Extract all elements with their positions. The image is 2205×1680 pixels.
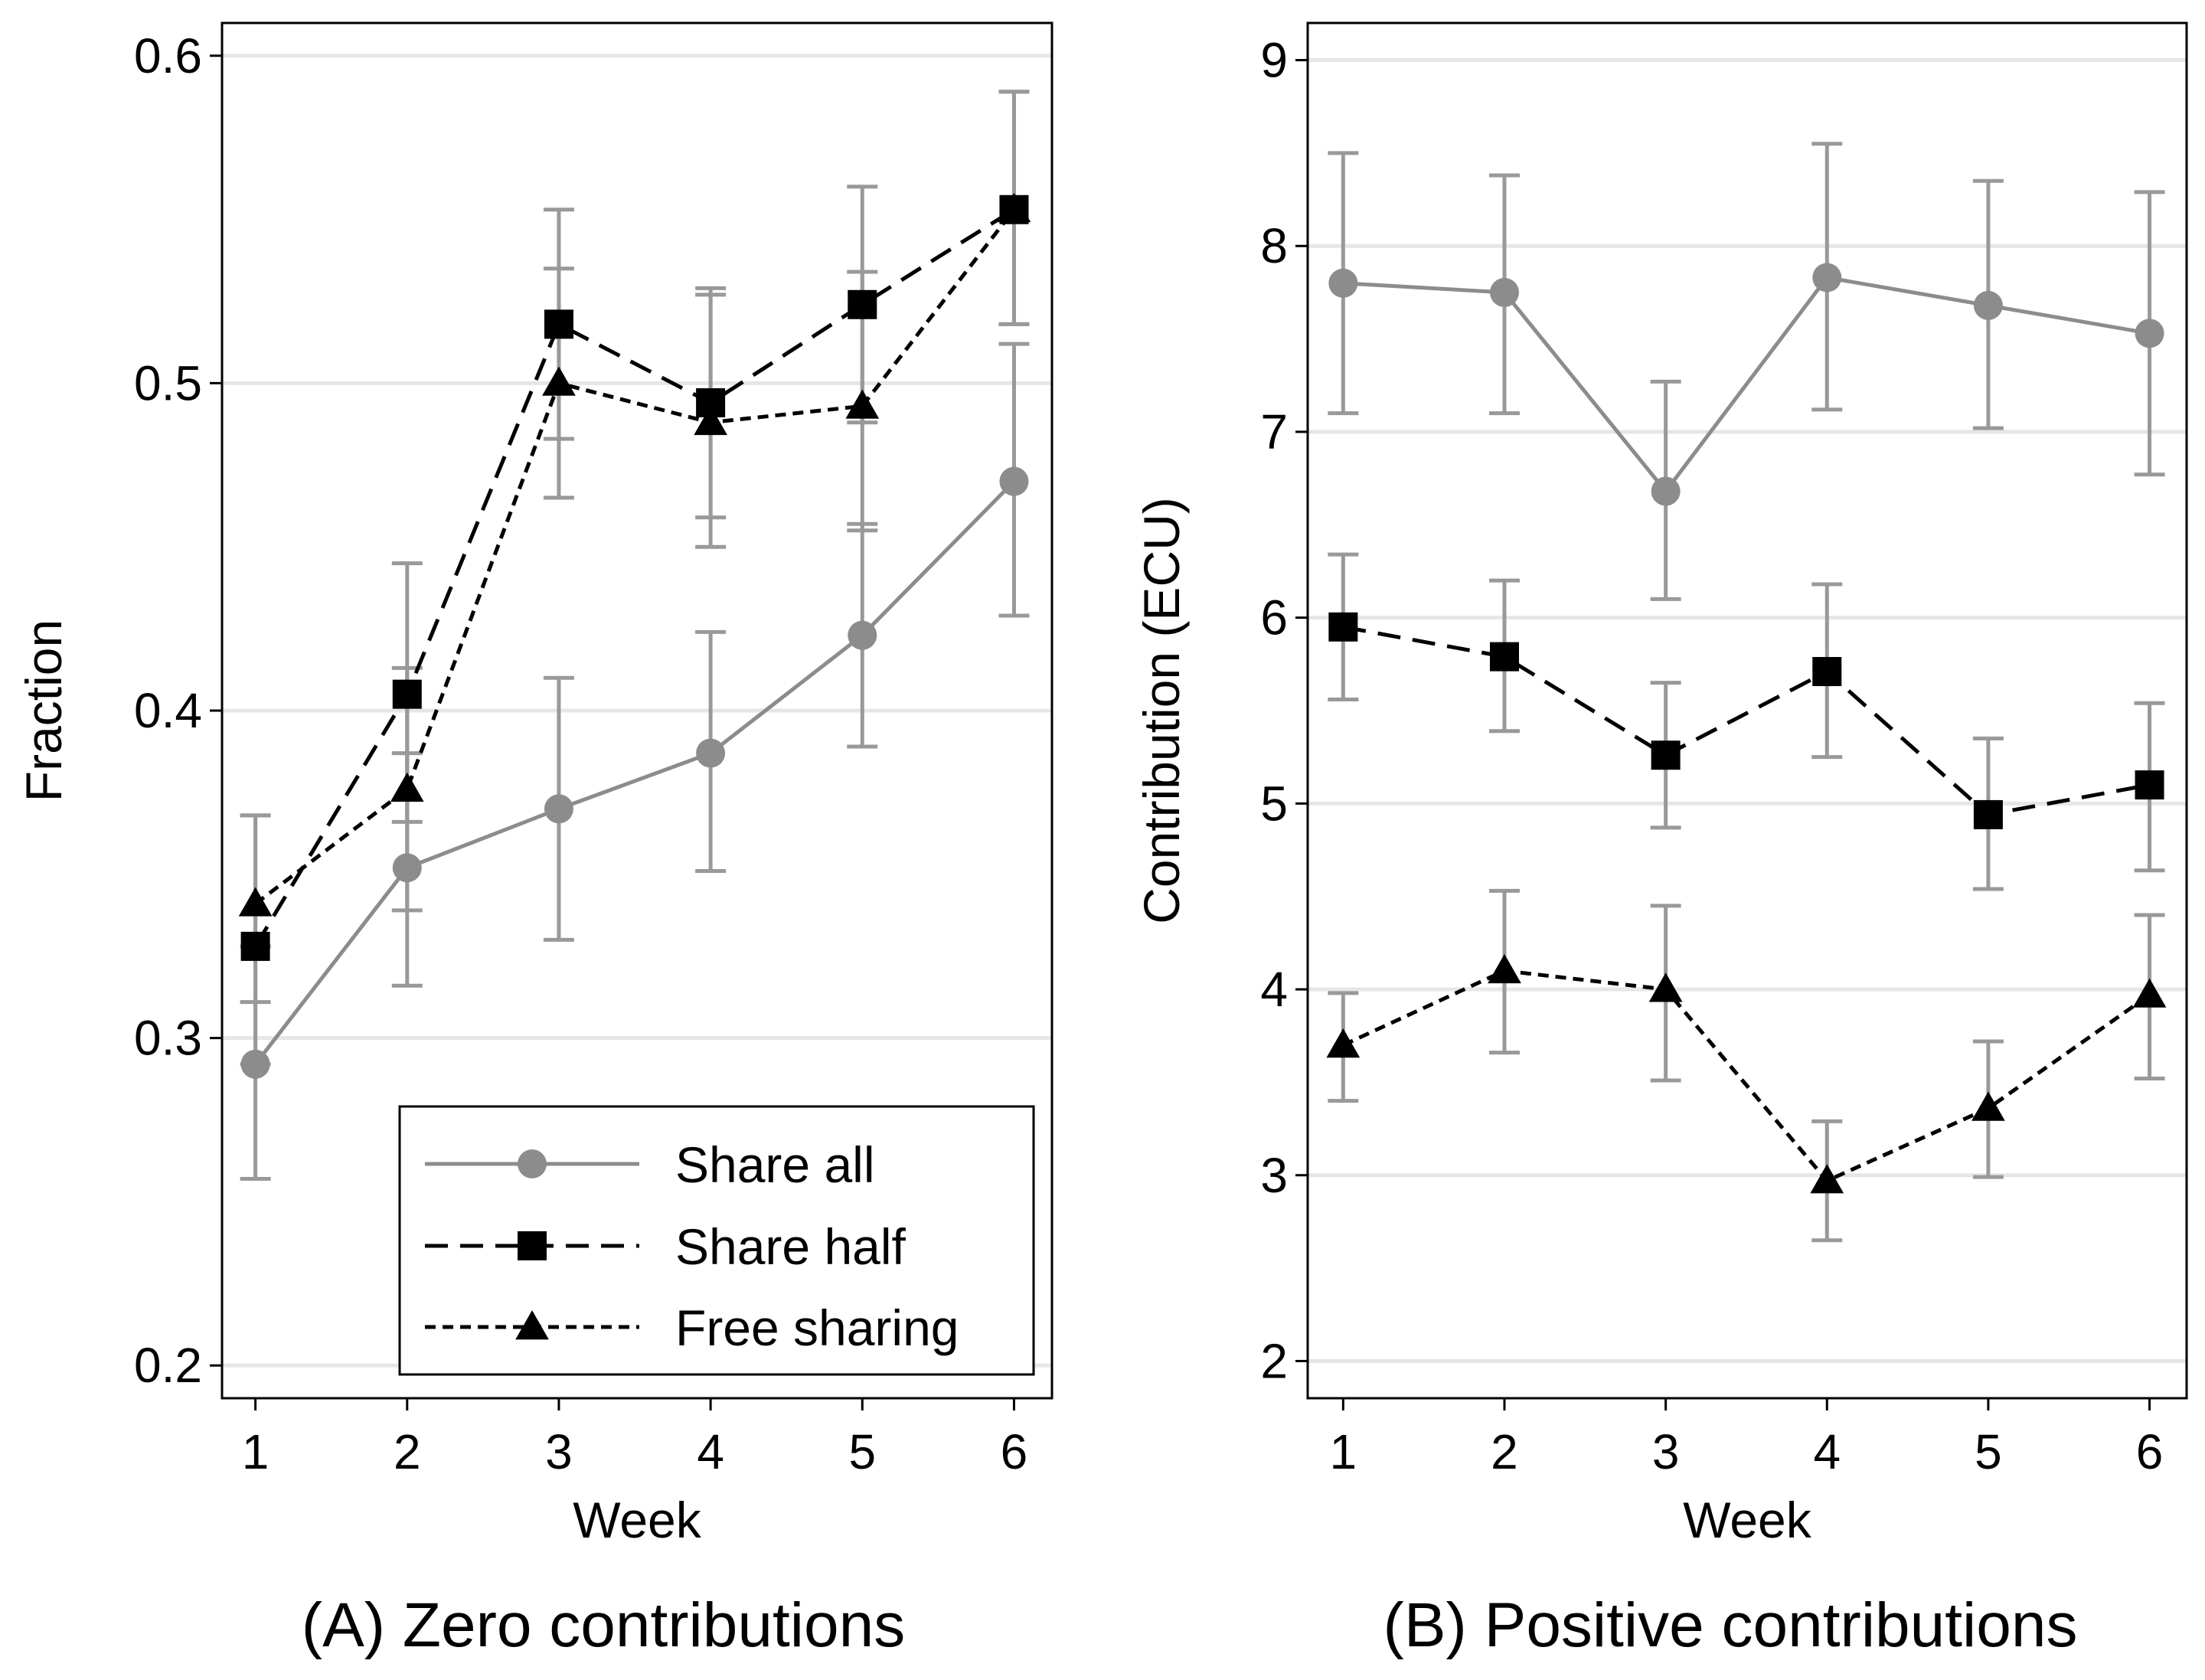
panel-a-y-axis-label: Fraction bbox=[15, 619, 72, 802]
panel-b-error-bars bbox=[1328, 142, 2165, 1243]
marker-free-sharing bbox=[694, 405, 727, 436]
panel-b-x-tick-label: 2 bbox=[1491, 1424, 1518, 1479]
panel-a-error-bars bbox=[240, 90, 1030, 1181]
marker-free-sharing bbox=[997, 192, 1031, 223]
marker-free-sharing bbox=[238, 887, 273, 917]
marker-free-sharing bbox=[845, 389, 880, 419]
legend-marker-free-sharing bbox=[515, 1310, 549, 1340]
marker-share-all bbox=[1489, 277, 1519, 307]
marker-share-all bbox=[392, 853, 422, 883]
panel-a-y-tick-label: 0.6 bbox=[134, 28, 202, 83]
panel-a-y-tick-label: 0.5 bbox=[134, 355, 202, 410]
panel-b-y-tick-label: 2 bbox=[1260, 1333, 1288, 1388]
panel-b-y-tick-label: 5 bbox=[1260, 776, 1288, 831]
marker-share-all bbox=[1651, 476, 1681, 506]
panel-b-plot-frame bbox=[1306, 21, 2188, 1400]
panel-b-x-tick-label: 6 bbox=[2136, 1424, 2164, 1479]
legend-label-share-all: Share all bbox=[675, 1136, 875, 1193]
marker-share-all bbox=[240, 1049, 270, 1079]
marker-share-half bbox=[240, 931, 270, 961]
panel-b-y-tick-label: 9 bbox=[1260, 33, 1288, 88]
panel-b-y-tick-label: 3 bbox=[1260, 1148, 1288, 1203]
series-line-share-half bbox=[1342, 625, 2151, 817]
marker-share-half bbox=[848, 289, 877, 319]
legend-box bbox=[398, 1105, 1035, 1376]
panel-a-y-tick-label: 0.2 bbox=[134, 1338, 202, 1393]
marker-share-half bbox=[1812, 657, 1842, 687]
legend: Share all Share half Free sharing bbox=[398, 1105, 1035, 1376]
panel-a-x-tick-label: 2 bbox=[394, 1424, 421, 1479]
marker-share-half bbox=[544, 309, 573, 339]
panel-b-markers bbox=[1326, 263, 2167, 1194]
panel-a-y-tick-label: 0.4 bbox=[134, 683, 202, 738]
panel-a-markers bbox=[238, 192, 1031, 1079]
series-line-share-all bbox=[1343, 275, 2150, 495]
series-line-share-all bbox=[253, 479, 1016, 1066]
panel-a-x-axis-label: Week bbox=[573, 1492, 702, 1548]
panel-b-y-tick-label: 4 bbox=[1260, 962, 1288, 1017]
panel-a-ticks: 0.2 0.3 0.4 0.5 0.6 1 2 3 4 5 6 bbox=[134, 28, 1027, 1479]
marker-share-all bbox=[1328, 268, 1358, 298]
panel-b-y-tick-label: 8 bbox=[1260, 218, 1288, 273]
marker-free-sharing bbox=[1326, 1028, 1361, 1058]
panel-a-y-tick-label: 0.3 bbox=[134, 1011, 202, 1066]
panel-a-x-tick-label: 4 bbox=[697, 1424, 724, 1479]
marker-free-sharing bbox=[1648, 972, 1683, 1002]
marker-share-half bbox=[1973, 799, 2003, 829]
legend-label-share-half: Share half bbox=[675, 1218, 906, 1275]
panel-a-zero-contributions: 0.2 0.3 0.4 0.5 0.6 1 2 3 4 5 6 Fraction Week (A) … bbox=[15, 21, 1054, 1660]
marker-share-all bbox=[2135, 319, 2164, 348]
marker-share-half bbox=[1328, 612, 1358, 642]
marker-share-half bbox=[1489, 642, 1519, 672]
series-line-free-sharing bbox=[1342, 969, 2151, 1184]
panel-a-x-tick-label: 5 bbox=[848, 1424, 876, 1479]
marker-free-sharing bbox=[2132, 978, 2167, 1008]
panel-a-x-tick-label: 6 bbox=[1001, 1424, 1028, 1479]
marker-share-all bbox=[1812, 263, 1842, 293]
marker-free-sharing bbox=[390, 772, 424, 802]
panel-b-gridlines bbox=[1308, 58, 2187, 1363]
panel-b-series-lines bbox=[1342, 275, 2151, 1184]
panel-a-x-tick-label: 3 bbox=[545, 1424, 573, 1479]
marker-free-sharing bbox=[1971, 1091, 2005, 1121]
marker-share-half bbox=[2135, 770, 2164, 800]
marker-free-sharing bbox=[1488, 953, 1521, 984]
marker-share-all bbox=[848, 620, 877, 650]
panel-a-series-lines bbox=[253, 208, 1016, 1066]
panel-b-x-axis-label: Week bbox=[1683, 1492, 1812, 1548]
marker-share-all bbox=[696, 738, 726, 768]
panel-b-title: (B) Positive contributions bbox=[1383, 1590, 2078, 1660]
panel-b-y-tick-label: 7 bbox=[1260, 404, 1288, 459]
panel-a-x-tick-label: 1 bbox=[242, 1424, 270, 1479]
marker-share-all bbox=[1973, 290, 2003, 320]
panel-a-title: (A) Zero contributions bbox=[302, 1590, 905, 1660]
series-line-free-sharing bbox=[254, 208, 1016, 906]
marker-share-half bbox=[1651, 740, 1681, 770]
series-line-share-half bbox=[253, 208, 1015, 948]
panel-b-x-tick-label: 4 bbox=[1813, 1424, 1841, 1479]
marker-free-sharing bbox=[1810, 1164, 1844, 1194]
panel-b-y-axis-label: Contribution (ECU) bbox=[1133, 497, 1190, 924]
legend-marker-share-half bbox=[518, 1231, 547, 1260]
marker-share-half bbox=[392, 679, 422, 709]
legend-label-free-sharing: Free sharing bbox=[675, 1299, 959, 1356]
marker-free-sharing bbox=[542, 366, 576, 396]
panel-b-x-tick-label: 3 bbox=[1652, 1424, 1680, 1479]
panel-b-y-tick-label: 6 bbox=[1260, 590, 1288, 646]
panel-b-x-tick-label: 5 bbox=[1975, 1424, 2002, 1479]
panel-b-x-tick-label: 1 bbox=[1330, 1424, 1357, 1479]
legend-marker-share-all bbox=[518, 1149, 547, 1178]
marker-share-all bbox=[544, 794, 573, 824]
marker-share-all bbox=[999, 466, 1029, 496]
